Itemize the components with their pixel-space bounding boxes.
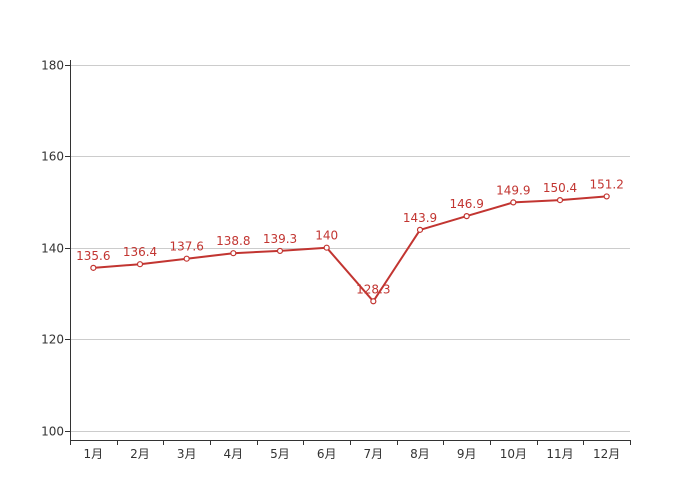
data-point	[416, 226, 424, 233]
y-tick-label: 100	[41, 425, 64, 439]
data-label: 140	[315, 229, 338, 243]
y-tick-label: 160	[41, 150, 64, 164]
y-tick-label: 120	[41, 333, 64, 347]
x-tick-label: 7月	[364, 447, 384, 461]
data-point	[276, 247, 284, 255]
x-tick-label: 12月	[593, 447, 620, 461]
x-tick-label: 10月	[500, 447, 527, 461]
y-tick-label: 140	[41, 242, 64, 256]
x-tick-label: 3月	[177, 447, 197, 461]
gridlines	[70, 65, 630, 432]
data-point	[603, 193, 610, 200]
data-point	[136, 261, 144, 268]
x-tick-label: 6月	[317, 447, 337, 461]
data-point	[556, 196, 564, 204]
x-tick-label: 2月	[130, 447, 150, 461]
data-label: 143.9	[403, 211, 437, 225]
data-label: 149.9	[496, 183, 530, 197]
x-tick-label: 1月	[84, 447, 104, 461]
data-label: 139.3	[263, 232, 297, 246]
series-layer	[90, 193, 610, 305]
data-point	[370, 298, 377, 305]
data-label: 146.9	[449, 197, 483, 211]
data-point	[323, 244, 330, 251]
data-label: 150.4	[543, 181, 577, 195]
data-label: 135.6	[76, 249, 110, 263]
data-point	[90, 264, 97, 271]
x-tick-label: 5月	[270, 447, 290, 461]
x-tick-label: 9月	[457, 447, 477, 461]
data-point	[183, 255, 190, 262]
data-point	[463, 213, 470, 220]
y-tick-label: 180	[41, 59, 64, 73]
series-line	[93, 195, 607, 303]
data-label: 136.4	[123, 245, 157, 259]
x-tick-label: 11月	[546, 447, 573, 461]
data-point	[230, 250, 237, 257]
data-labels: 135.6 136.4 137.6 138.8 139.3 140 128.3 143.9 14…	[76, 177, 624, 296]
data-label: 138.8	[216, 234, 250, 248]
x-tick-label: 8月	[410, 447, 430, 461]
x-tick-label: 4月	[224, 447, 244, 461]
axes: 100 120 140 160 180 1月 2月 3月 4月 5月 6月 7月 8月 9月 10月 11月 1…	[41, 59, 631, 461]
data-label: 151.2	[589, 177, 623, 191]
data-point	[510, 199, 517, 206]
data-label: 128.3	[356, 282, 390, 296]
data-label: 137.6	[169, 240, 203, 254]
